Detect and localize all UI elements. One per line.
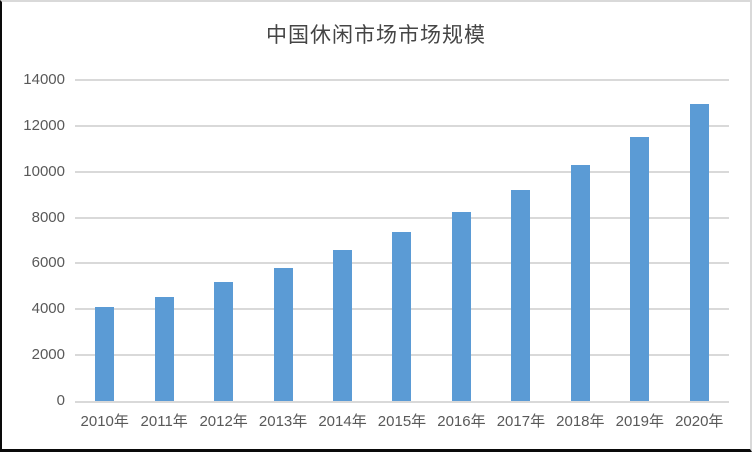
x-tick-label: 2010年 [80,413,129,430]
bar-2012年 [214,281,234,401]
y-tick-label-0: 0 [56,392,65,409]
x-tick-label: 2018年 [556,413,605,430]
bars-row [75,80,729,401]
x-tick-label: 2020年 [675,413,724,430]
bar-slot [372,232,431,401]
bar-2014年 [333,249,353,401]
x-tick-label: 2015年 [377,413,427,430]
y-axis: 0 2000 4000 6000 8000 10000 12000 14000 [2,71,65,409]
y-tick-label-8000: 8000 [31,208,65,226]
bar-2016年 [451,211,471,401]
bar-2020年 [689,104,709,401]
x-tick-label: 2011年 [140,413,188,430]
gridline-12000 [75,124,729,127]
bar-slot [670,104,729,401]
bar-slot [194,281,253,401]
bar-slot [253,268,312,401]
x-tick-label: 2013年 [258,413,308,430]
gridline-14000 [75,79,729,81]
plot-area [75,79,729,403]
bar-2018年 [570,164,590,401]
bar-slot [491,190,550,401]
bar-2015年 [392,232,412,401]
x-tick-label: 2016年 [437,413,486,430]
y-tick-label-14000: 14000 [23,71,65,88]
x-tick-label: 2012年 [199,413,248,430]
y-tick-label-4000: 4000 [31,300,65,318]
gridline-10000 [75,170,729,173]
bar-2017年 [511,190,531,401]
y-tick-label-6000: 6000 [31,254,65,272]
y-tick-label-10000: 10000 [23,162,65,180]
x-tick-label: 2014年 [318,413,367,430]
chart-title: 中国休闲市场市场规模 [266,24,486,47]
x-axis: 2010年 2011年 2012年 2013年 2014年 2015年 2016年 2017年… [75,410,729,431]
x-tick-label: 2017年 [496,413,546,430]
x-tick-label: 2019年 [615,413,664,430]
bar-2011年 [154,296,174,401]
bar-slot [313,249,372,401]
gridline-8000 [75,216,729,219]
bar-slot [551,164,610,401]
y-tick-label-12000: 12000 [23,116,65,134]
bar-slot [134,296,193,401]
bar-slot [432,211,491,401]
bar-slot [610,137,669,401]
y-tick-label-2000: 2000 [31,346,65,364]
bar-2010年 [95,307,115,401]
bar-slot [75,307,134,401]
bar-2019年 [630,137,650,401]
bar-2013年 [273,268,293,401]
